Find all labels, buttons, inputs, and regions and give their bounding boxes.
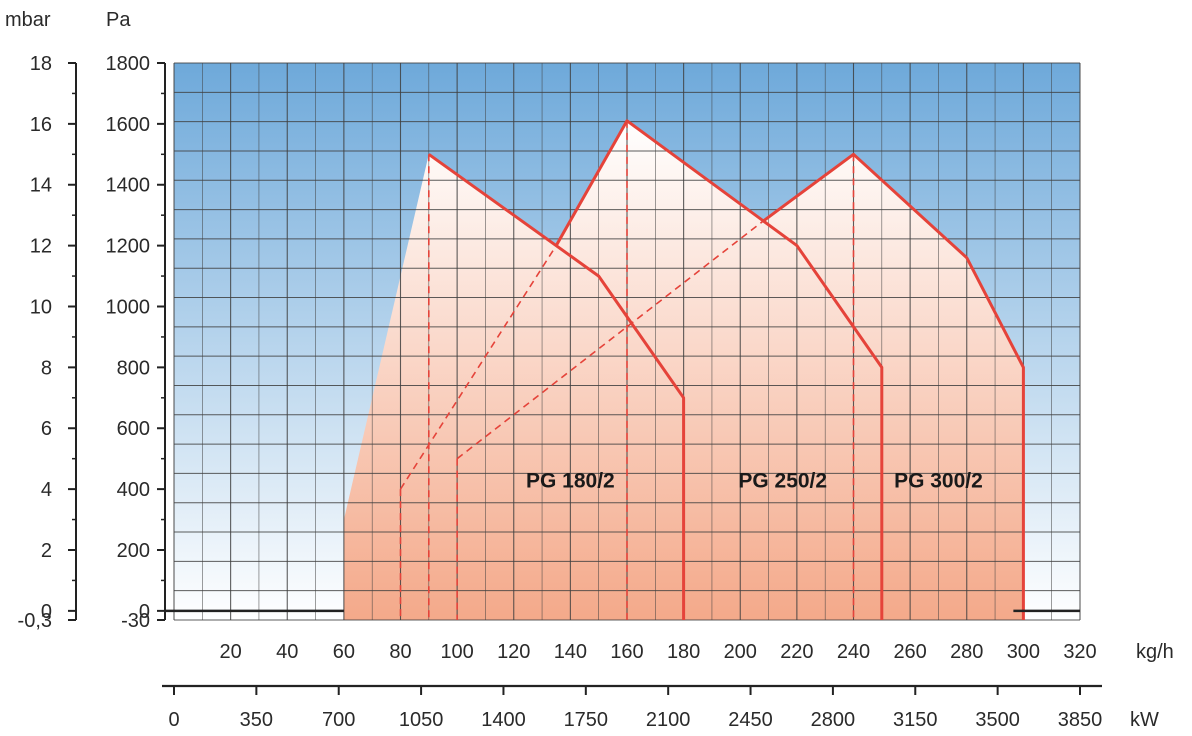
series-label: PG 300/2 xyxy=(894,470,983,493)
kgh-tick-label: 60 xyxy=(333,641,355,663)
kw-tick-label: 1050 xyxy=(399,709,444,731)
kw-unit-label: kW xyxy=(1130,709,1159,731)
kgh-tick-label: 140 xyxy=(554,641,587,663)
kgh-tick-label: 180 xyxy=(667,641,700,663)
series-label: PG 180/2 xyxy=(526,470,615,493)
kw-tick-label: 2450 xyxy=(728,709,773,731)
mbar-tick-label: 14 xyxy=(30,175,52,197)
kgh-tick-label: 80 xyxy=(389,641,411,663)
kgh-tick-label: 280 xyxy=(950,641,983,663)
kw-tick-label: 2100 xyxy=(646,709,691,731)
series-label: PG 250/2 xyxy=(738,470,827,493)
mbar-tick-label: 0 xyxy=(41,601,52,623)
kw-tick-label: 3150 xyxy=(893,709,938,731)
pa-tick-label: 600 xyxy=(117,418,150,440)
pa-tick-label: 1600 xyxy=(106,114,151,136)
kw-tick-label: 1400 xyxy=(481,709,526,731)
kgh-tick-label: 240 xyxy=(837,641,870,663)
kgh-tick-label: 40 xyxy=(276,641,298,663)
mbar-tick-label: 2 xyxy=(41,540,52,562)
mbar-tick-label: 16 xyxy=(30,114,52,136)
series-outline xyxy=(427,153,686,620)
kw-tick-label: 2800 xyxy=(811,709,856,731)
mbar-tick-label: 8 xyxy=(41,357,52,379)
kgh-tick-label: 20 xyxy=(220,641,242,663)
kgh-tick-label: 120 xyxy=(497,641,530,663)
kgh-tick-label: 100 xyxy=(440,641,473,663)
kw-tick-label: 3500 xyxy=(975,709,1020,731)
kgh-tick-label: 320 xyxy=(1063,641,1096,663)
mbar-unit-label: mbar xyxy=(5,9,51,31)
start-line xyxy=(399,245,557,490)
kw-tick-label: 350 xyxy=(240,709,273,731)
pa-tick-label: -30 xyxy=(121,610,150,632)
series-outline xyxy=(762,152,1025,620)
kw-tick-label: 1750 xyxy=(564,709,609,731)
mbar-tick-label: 6 xyxy=(41,418,52,440)
mbar-tick-label: 10 xyxy=(30,296,52,318)
mbar-tick-label: 12 xyxy=(30,236,52,258)
kgh-tick-label: 300 xyxy=(1007,641,1040,663)
kgh-tick-label: 160 xyxy=(610,641,643,663)
kgh-unit-label: kg/h xyxy=(1136,641,1174,663)
mbar-tick-label: 4 xyxy=(41,479,52,501)
mbar-tick-label: -0,3 xyxy=(18,610,52,632)
pa-tick-label: 1400 xyxy=(106,175,151,197)
pa-tick-label: 1000 xyxy=(106,296,151,318)
kgh-tick-label: 200 xyxy=(724,641,757,663)
kgh-tick-label: 220 xyxy=(780,641,813,663)
pa-tick-label: 800 xyxy=(117,357,150,379)
pa-tick-label: 400 xyxy=(117,479,150,501)
pa-tick-label: 1800 xyxy=(106,53,151,75)
mbar-tick-label: 18 xyxy=(30,53,52,75)
pa-tick-label: 1200 xyxy=(106,236,151,258)
kw-tick-label: 0 xyxy=(168,709,179,731)
start-line xyxy=(456,220,764,460)
kgh-tick-label: 260 xyxy=(893,641,926,663)
kw-tick-label: 700 xyxy=(322,709,355,731)
kw-tick-label: 3850 xyxy=(1058,709,1103,731)
pa-tick-label: 200 xyxy=(117,540,150,562)
pa-unit-label: Pa xyxy=(106,9,131,31)
series-outline xyxy=(554,119,884,620)
pa-tick-label: 0 xyxy=(139,601,150,623)
